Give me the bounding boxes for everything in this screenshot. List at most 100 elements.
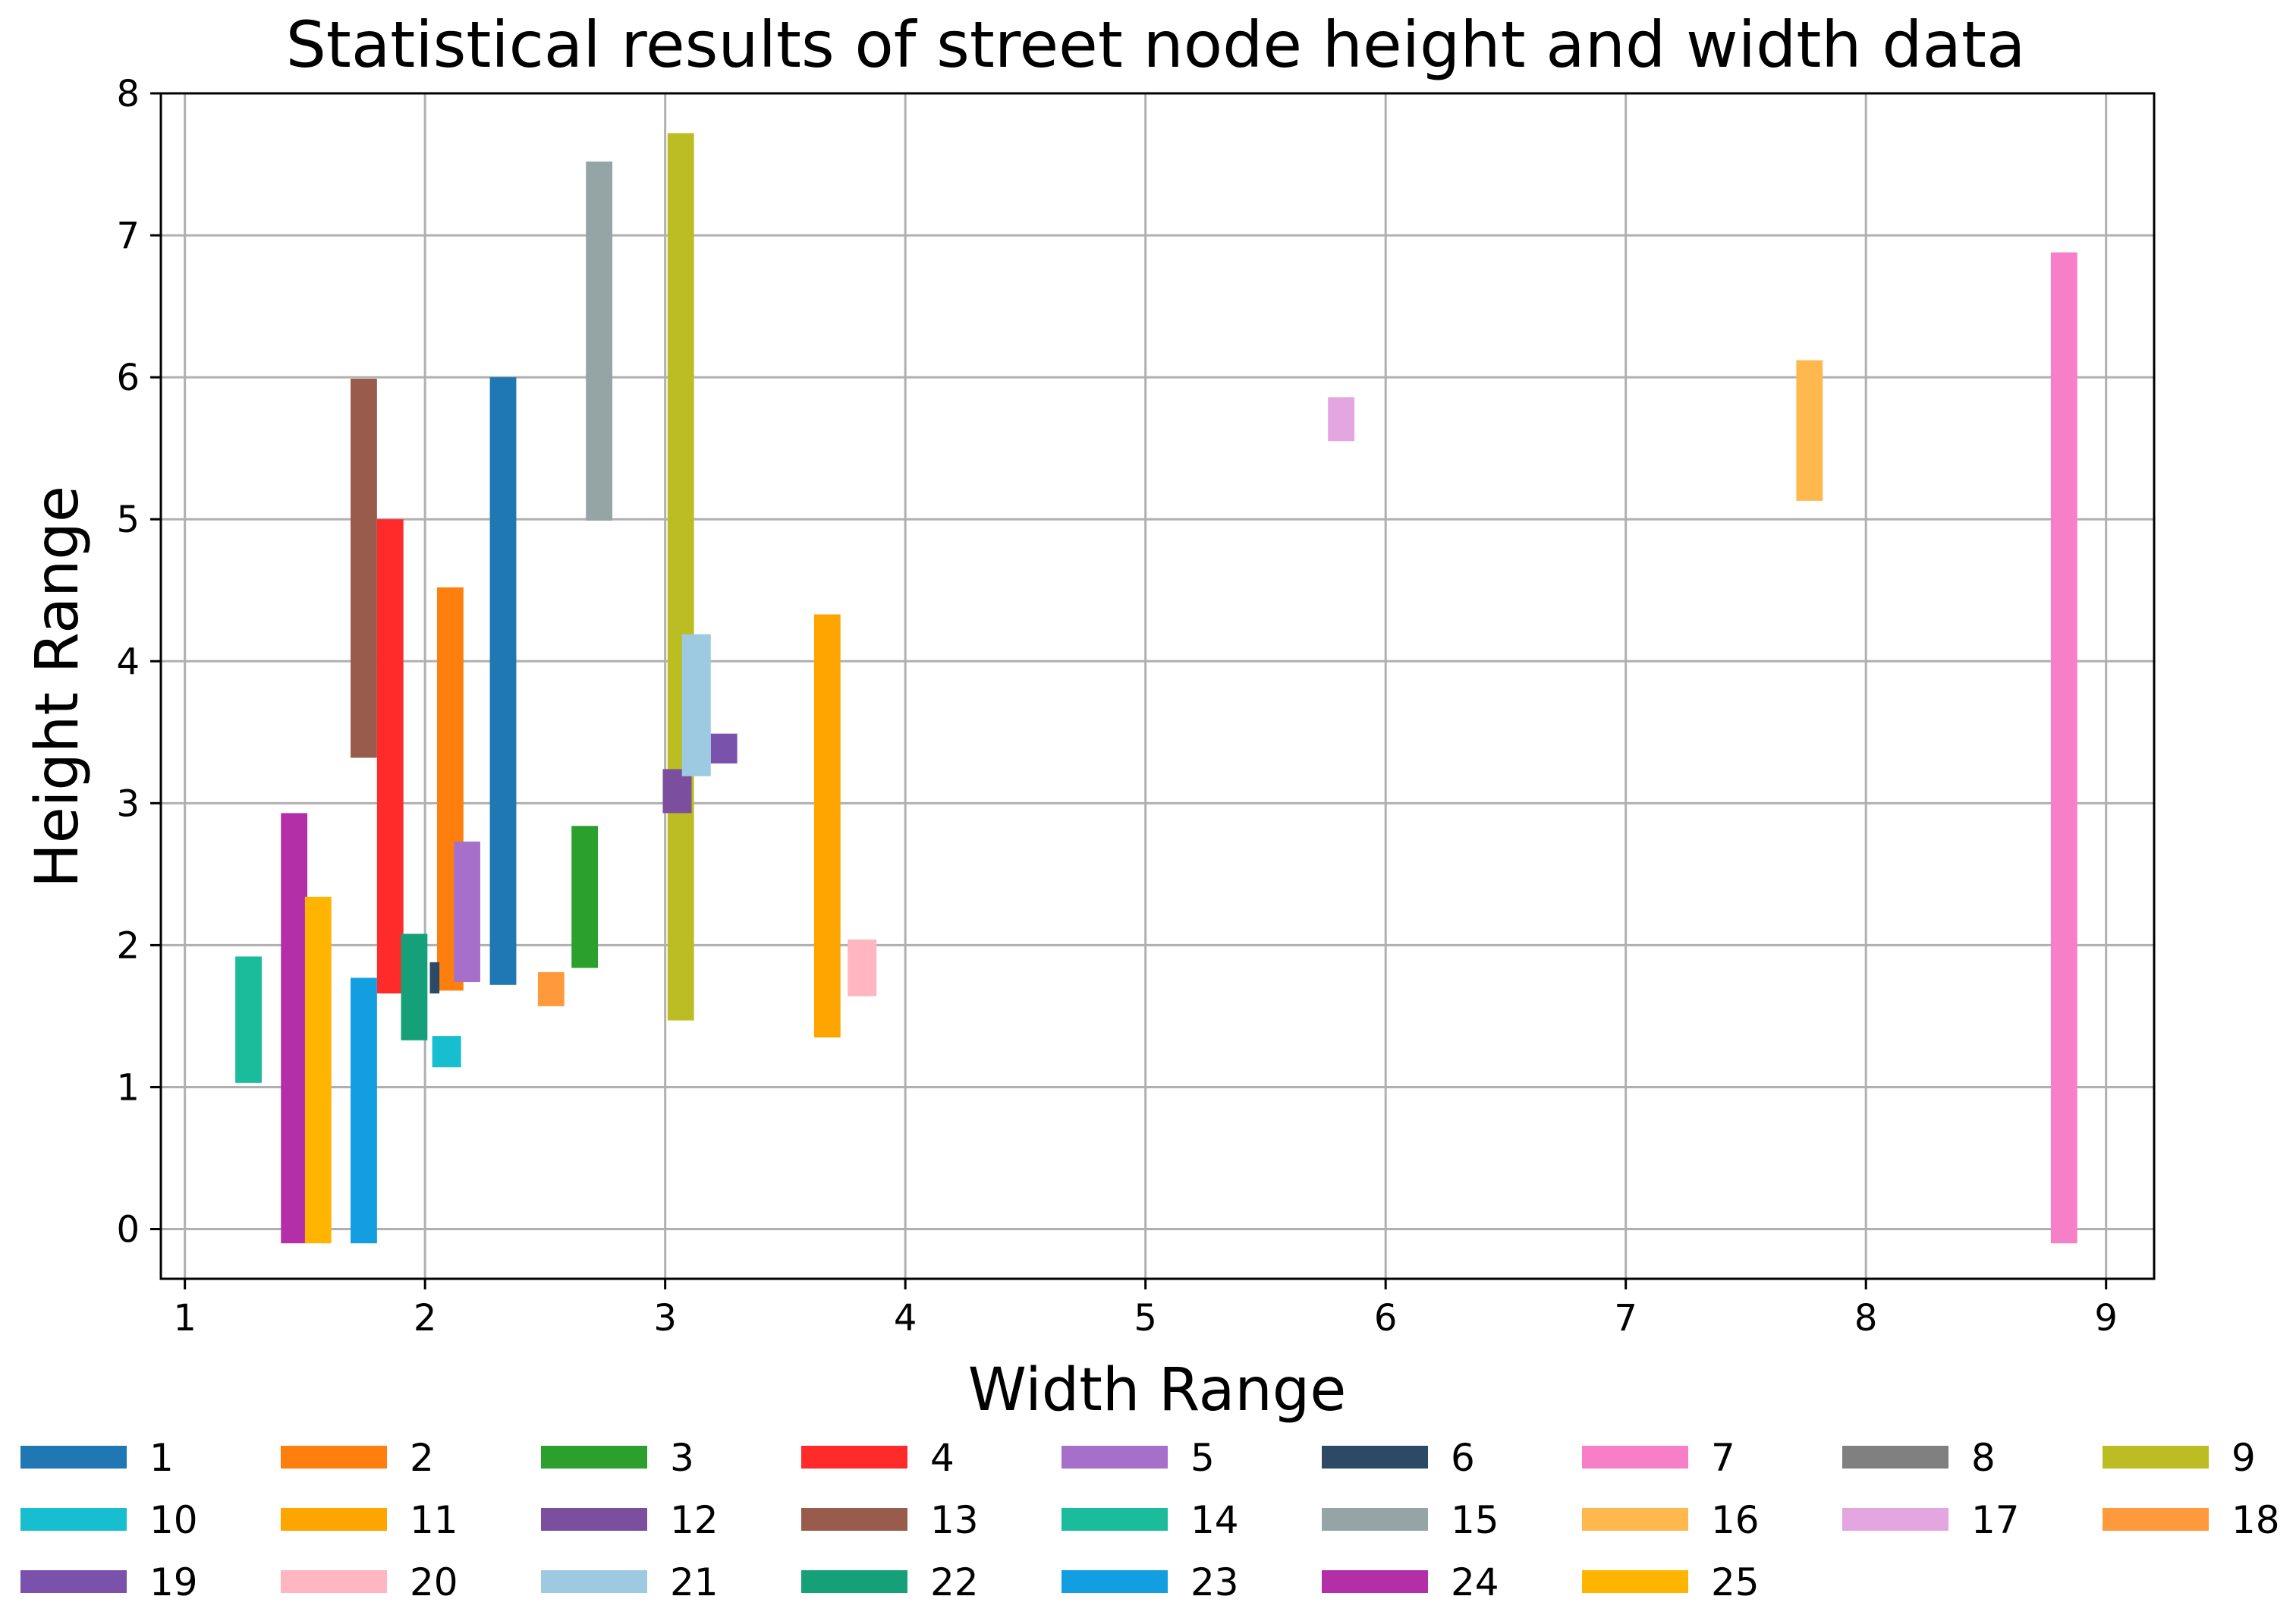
- y-tick-label: 2: [116, 924, 140, 967]
- legend-label: 13: [930, 1498, 979, 1542]
- legend-item-4: 4: [801, 1436, 955, 1480]
- bar-series-14: [235, 956, 262, 1083]
- legend-item-17: 17: [1842, 1498, 2020, 1542]
- legend-item-16: 16: [1582, 1498, 1760, 1542]
- y-tick-label: 6: [116, 357, 140, 399]
- legend-item-10: 10: [20, 1498, 198, 1542]
- legend-label: 3: [670, 1436, 694, 1480]
- y-tick-label: 3: [116, 782, 140, 825]
- x-tick-label: 8: [1854, 1297, 1878, 1340]
- legend-label: 19: [149, 1560, 198, 1604]
- legend-item-8: 8: [1842, 1436, 1996, 1480]
- legend-label: 23: [1190, 1560, 1239, 1604]
- legend-swatch: [1582, 1446, 1688, 1469]
- legend-label: 6: [1451, 1436, 1475, 1480]
- y-axis-ticks: 0 1 2 3 4 5 6 7 8: [116, 73, 161, 1251]
- legend-swatch: [1322, 1446, 1428, 1469]
- legend-swatch: [1062, 1508, 1168, 1531]
- legend-item-22: 22: [801, 1560, 979, 1604]
- legend-swatch: [541, 1508, 647, 1531]
- bar-series-24: [281, 813, 308, 1244]
- legend-swatch: [1062, 1570, 1168, 1593]
- legend-label: 4: [930, 1436, 955, 1480]
- legend-item-24: 24: [1322, 1560, 1499, 1604]
- legend-label: 7: [1711, 1436, 1735, 1480]
- x-tick-label: 6: [1374, 1297, 1398, 1340]
- legend-label: 18: [2232, 1498, 2280, 1542]
- bars: [235, 133, 2077, 1244]
- legend-item-13: 13: [801, 1498, 979, 1542]
- y-tick-label: 8: [116, 73, 140, 115]
- legend-label: 1: [149, 1436, 174, 1480]
- legend-label: 2: [410, 1436, 434, 1480]
- legend-item-14: 14: [1062, 1498, 1239, 1542]
- legend-label: 12: [670, 1498, 719, 1542]
- bar-series-19: [710, 733, 738, 763]
- legend-label: 17: [1971, 1498, 2020, 1542]
- legend-label: 21: [670, 1560, 719, 1604]
- legend-swatch: [1842, 1508, 1948, 1531]
- bar-series-25: [304, 896, 332, 1244]
- bar-series-21: [681, 634, 711, 776]
- legend-item-12: 12: [541, 1498, 719, 1542]
- bar-series-7: [2050, 252, 2077, 1244]
- legend-item-18: 18: [2103, 1498, 2280, 1542]
- legend-swatch: [801, 1508, 907, 1531]
- x-tick-label: 2: [414, 1297, 437, 1340]
- bar-series-23: [351, 978, 377, 1244]
- y-axis-label: Height Range: [24, 486, 92, 888]
- legend-swatch: [1582, 1570, 1688, 1593]
- y-tick-label: 5: [116, 499, 140, 541]
- legend-item-19: 19: [20, 1560, 198, 1604]
- bar-series-9: [667, 133, 694, 1021]
- legend-swatch: [20, 1446, 127, 1469]
- legend-label: 5: [1190, 1436, 1215, 1480]
- bar-series-16: [1796, 360, 1823, 501]
- legend-label: 14: [1190, 1498, 1239, 1542]
- legend-swatch: [1322, 1570, 1428, 1593]
- legend-label: 20: [410, 1560, 458, 1604]
- legend-item-25: 25: [1582, 1560, 1760, 1604]
- legend-item-1: 1: [20, 1436, 174, 1480]
- x-tick-label: 3: [653, 1297, 677, 1340]
- y-tick-label: 0: [116, 1209, 140, 1251]
- bar-series-13: [351, 379, 377, 758]
- legend-item-15: 15: [1322, 1498, 1499, 1542]
- legend-swatch: [20, 1508, 127, 1531]
- legend-label: 15: [1451, 1498, 1499, 1542]
- y-tick-label: 7: [116, 215, 140, 257]
- legend-swatch: [801, 1446, 907, 1469]
- bar-series-11: [813, 614, 841, 1037]
- bar-series-15: [586, 161, 613, 521]
- x-tick-label: 9: [2094, 1297, 2118, 1340]
- legend-swatch: [1582, 1508, 1688, 1531]
- y-tick-label: 4: [116, 641, 140, 683]
- legend-swatch: [801, 1570, 907, 1593]
- x-tick-label: 1: [173, 1297, 197, 1340]
- x-axis-ticks: 1 2 3 4 5 6 7 8 9: [173, 1279, 2118, 1340]
- legend-swatch: [281, 1570, 387, 1593]
- legend-label: 25: [1711, 1560, 1760, 1604]
- legend-swatch: [20, 1570, 127, 1593]
- bar-series-17: [1328, 397, 1355, 442]
- legend-item-5: 5: [1062, 1436, 1215, 1480]
- legend-label: 11: [410, 1498, 458, 1542]
- legend-label: 8: [1971, 1436, 1996, 1480]
- legend-item-6: 6: [1322, 1436, 1475, 1480]
- legend-swatch: [541, 1446, 647, 1469]
- bar-series-4: [376, 519, 404, 993]
- legend-label: 10: [149, 1498, 198, 1542]
- legend-swatch: [1322, 1508, 1428, 1531]
- legend-swatch: [1062, 1446, 1168, 1469]
- x-tick-label: 5: [1134, 1297, 1157, 1340]
- legend-swatch: [541, 1570, 647, 1593]
- legend-label: 22: [930, 1560, 979, 1604]
- bar-series-22: [401, 933, 428, 1040]
- legend-label: 16: [1711, 1498, 1760, 1542]
- legend-swatch: [281, 1446, 387, 1469]
- legend-label: 24: [1451, 1560, 1499, 1604]
- legend-swatch: [2103, 1508, 2209, 1531]
- bar-series-1: [489, 377, 517, 985]
